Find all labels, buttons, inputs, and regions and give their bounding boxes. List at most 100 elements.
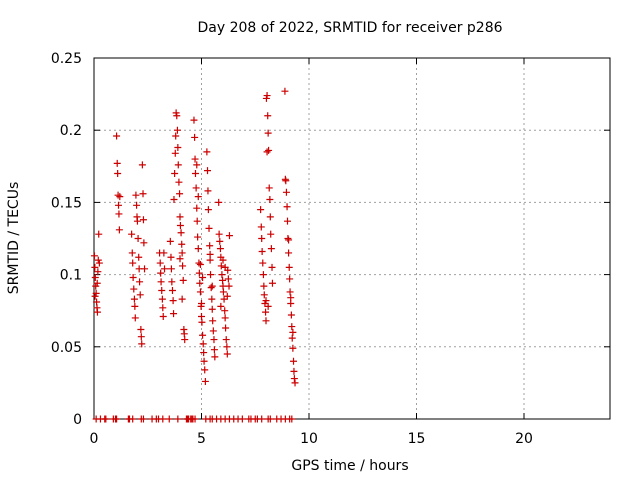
data-point	[161, 265, 169, 273]
data-point	[114, 191, 122, 199]
data-point	[195, 259, 203, 267]
data-point	[265, 184, 273, 192]
data-point	[201, 377, 209, 385]
data-point	[208, 295, 216, 303]
x-tick-label: 0	[90, 431, 99, 447]
data-point	[129, 273, 137, 281]
data-point	[196, 288, 204, 296]
plot-frame	[93, 57, 611, 420]
data-point	[193, 161, 201, 169]
data-point	[263, 148, 271, 156]
data-point	[113, 132, 121, 140]
data-point	[209, 327, 217, 335]
data-point	[285, 263, 293, 271]
data-point	[205, 224, 213, 232]
data-point	[173, 112, 181, 120]
data-point	[130, 285, 138, 293]
data-point	[282, 188, 290, 196]
data-point	[199, 340, 207, 348]
data-point	[135, 253, 143, 261]
data-point	[204, 187, 212, 195]
data-point	[140, 239, 148, 247]
data-point	[132, 191, 140, 199]
data-point	[259, 271, 267, 279]
data-point	[115, 201, 123, 209]
data-point	[288, 334, 296, 342]
data-point-zero	[102, 415, 110, 423]
data-point	[171, 149, 179, 157]
data-point	[168, 286, 176, 294]
data-point	[284, 235, 292, 242]
data-point	[95, 230, 103, 238]
data-point	[178, 249, 186, 257]
data-point	[286, 288, 294, 296]
data-point	[260, 282, 268, 290]
data-point	[160, 249, 168, 257]
data-point-zero	[258, 415, 266, 423]
data-point	[168, 278, 176, 286]
data-point	[138, 161, 146, 169]
data-point	[129, 259, 137, 267]
data-point	[130, 295, 138, 303]
data-point	[137, 325, 145, 333]
data-point	[178, 295, 186, 303]
data-point	[167, 265, 175, 273]
data-point	[286, 275, 294, 283]
data-point	[169, 297, 177, 305]
data-point	[179, 262, 187, 270]
data-point	[210, 346, 218, 354]
data-point	[176, 213, 184, 221]
data-point	[199, 273, 207, 281]
data-point	[131, 302, 139, 310]
data-point	[225, 282, 233, 290]
data-point	[178, 240, 186, 248]
y-tick-label: 0	[73, 412, 82, 428]
data-point	[257, 206, 265, 214]
data-point	[191, 170, 199, 178]
data-point	[215, 198, 223, 206]
data-point	[200, 349, 208, 357]
data-point	[289, 344, 297, 352]
data-point	[290, 357, 298, 365]
data-point-zero	[165, 415, 173, 423]
data-point	[131, 314, 139, 322]
data-point	[206, 250, 214, 258]
data-point	[267, 230, 275, 238]
data-point	[138, 340, 146, 348]
data-point	[268, 279, 276, 287]
data-point	[208, 305, 216, 313]
data-point	[191, 155, 199, 163]
data-point	[170, 196, 178, 204]
data-point	[216, 237, 224, 245]
data-point	[221, 307, 229, 315]
data-point	[262, 297, 270, 305]
data-point	[133, 217, 141, 225]
data-point	[196, 260, 204, 268]
data-point	[264, 129, 272, 137]
data-point	[157, 269, 165, 277]
data-point	[175, 178, 183, 186]
y-tick-label: 0.15	[51, 195, 82, 211]
data-point	[204, 206, 212, 214]
data-point	[171, 170, 179, 178]
data-point-zero	[139, 415, 147, 423]
data-point	[194, 193, 202, 201]
data-point	[257, 223, 265, 231]
data-point	[264, 112, 272, 120]
y-tick-labels: 0 0.05 0.1 0.15 0.2 0.25	[51, 51, 82, 428]
data-point	[115, 226, 123, 234]
x-tick-label: 5	[197, 431, 206, 447]
data-point	[94, 268, 102, 276]
data-point	[136, 278, 144, 286]
data-point	[262, 317, 270, 325]
data-point	[191, 133, 199, 141]
data-point	[193, 204, 201, 212]
data-point	[223, 292, 231, 300]
x-tick-label: 15	[408, 431, 426, 447]
data-point	[116, 193, 124, 201]
data-point	[95, 259, 103, 267]
data-point	[222, 324, 230, 332]
data-point	[115, 210, 123, 218]
data-point	[157, 278, 165, 286]
data-point	[287, 311, 295, 319]
